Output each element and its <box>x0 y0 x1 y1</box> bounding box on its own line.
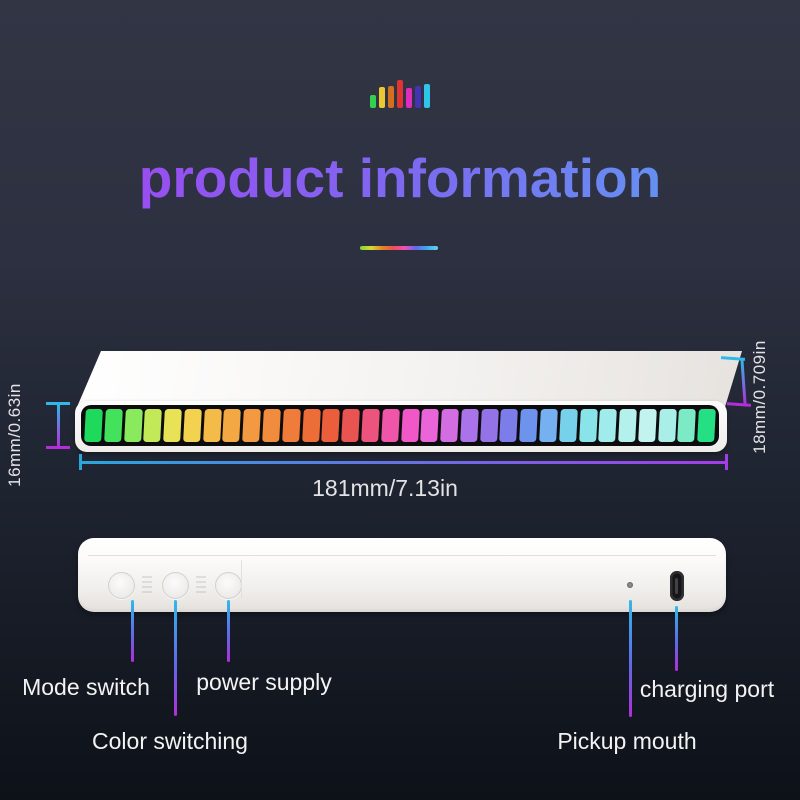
height-dimension-label: 16mm/0.63in <box>5 383 24 487</box>
height-dimension-tick-bottom <box>46 446 70 449</box>
height-dimension-line <box>57 404 60 447</box>
length-dimension-line <box>80 461 727 464</box>
page-title: product information <box>0 146 800 210</box>
case-seam <box>241 560 242 598</box>
led-segment <box>618 409 637 442</box>
height-dimension-tick-top <box>46 402 70 405</box>
led-segment <box>519 409 538 442</box>
charging-port-label: charging port <box>639 676 775 702</box>
led-segment <box>242 409 261 442</box>
light-bar-top-view <box>75 351 742 452</box>
depth-dimension-label: 18mm/0.709in <box>750 340 769 454</box>
led-segment <box>123 409 143 442</box>
leader-line-mode-switch <box>131 600 134 662</box>
mode-switch-button <box>107 572 135 599</box>
led-segment <box>183 409 202 442</box>
led-segment <box>143 409 162 442</box>
led-segment <box>638 409 657 442</box>
eq-bar <box>388 86 394 108</box>
led-segment <box>697 409 716 442</box>
led-segment <box>361 409 380 442</box>
eq-bar <box>397 80 403 108</box>
edge-crease <box>88 555 716 556</box>
led-segment <box>262 409 281 442</box>
light-bar-front-face <box>75 401 727 452</box>
depth-dimension-line <box>740 358 747 406</box>
eq-bar <box>370 95 376 108</box>
led-segment <box>380 409 400 442</box>
led-segment <box>558 409 578 442</box>
led-segment <box>400 409 420 442</box>
depth-dimension-tick-bottom <box>726 402 752 407</box>
length-dimension-label: 181mm/7.13in <box>312 475 458 501</box>
leader-line-color-switching <box>174 600 177 716</box>
pickup-mouth-label: Pickup mouth <box>557 728 697 754</box>
power-supply-button <box>214 572 242 599</box>
power-supply-label: power supply <box>196 669 332 695</box>
led-segment <box>103 409 123 442</box>
length-dimension-tick-right <box>725 454 728 470</box>
color-switching-label: Color switching <box>92 728 248 754</box>
led-segment <box>578 409 598 442</box>
led-segment <box>163 409 182 442</box>
led-segment <box>598 409 617 442</box>
eq-bar <box>424 84 430 108</box>
led-segment <box>677 409 697 442</box>
eq-bar <box>406 88 412 108</box>
led-segment <box>657 409 677 442</box>
led-segment <box>539 409 558 442</box>
led-segment <box>479 409 499 442</box>
led-segment <box>499 409 519 442</box>
led-segment <box>84 409 103 442</box>
button-engraving <box>196 576 206 594</box>
mode-switch-label: Mode switch <box>22 674 150 700</box>
led-strip <box>81 405 719 446</box>
light-bar-top-face <box>77 351 742 407</box>
led-segment <box>202 409 222 442</box>
usb-c-charging-port <box>670 571 684 601</box>
leader-line-charging-port <box>675 606 678 671</box>
equalizer-icon <box>370 78 430 108</box>
pickup-microphone-hole <box>627 582 633 588</box>
button-engraving <box>142 576 152 594</box>
led-segment <box>341 409 360 442</box>
led-segment <box>281 409 301 442</box>
led-segment <box>222 409 242 442</box>
led-segment <box>321 409 341 442</box>
led-segment <box>420 409 439 442</box>
length-dimension-tick-left <box>79 454 82 470</box>
color-switching-button <box>161 572 189 599</box>
led-segment <box>459 409 479 442</box>
led-segment <box>301 409 321 442</box>
light-bar-bottom-view <box>78 538 726 612</box>
rainbow-divider <box>360 246 438 250</box>
eq-bar <box>415 86 421 108</box>
leader-line-pickup-mouth <box>629 600 632 717</box>
eq-bar <box>379 87 385 108</box>
leader-line-power-supply <box>227 600 230 662</box>
led-segment <box>440 409 459 442</box>
